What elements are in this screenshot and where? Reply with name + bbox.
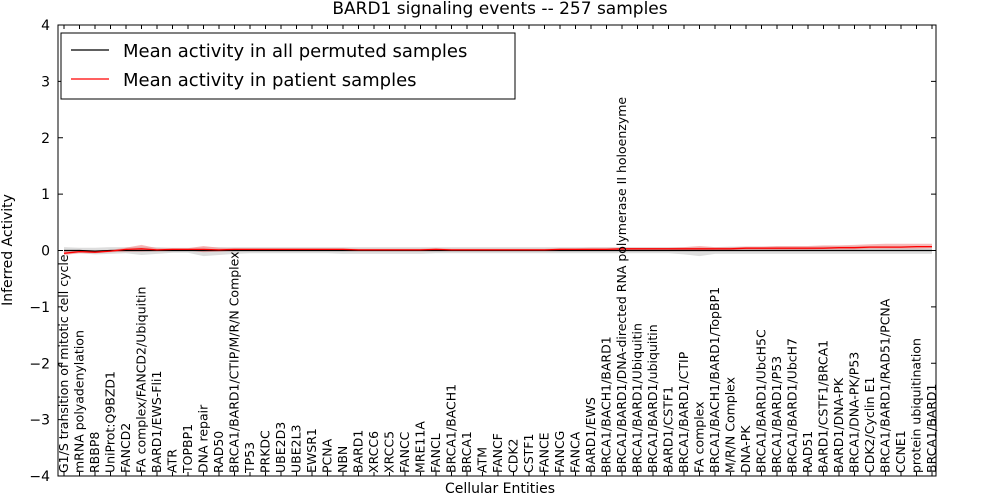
x-tick-label: FANCA xyxy=(568,431,583,473)
x-tick-label: RAD50 xyxy=(211,431,226,473)
legend-patient-label: Mean activity in patient samples xyxy=(123,70,417,91)
x-tick-label: ATR xyxy=(165,449,180,473)
y-tick-label: 3 xyxy=(41,74,50,90)
x-tick-label: BRCA1/BARD1/UbcH5C xyxy=(754,329,769,473)
x-tick-label: UniProt:Q9BZD1 xyxy=(103,371,118,473)
x-tick-label: M/R/N Complex xyxy=(723,377,738,473)
x-tick-label: BARD1/EWS-Fli1 xyxy=(149,371,164,473)
x-tick-label: BARD1/CSTF1/BRCA1 xyxy=(816,340,831,473)
y-tick-label: 2 xyxy=(41,131,50,147)
x-tick-label: BRCA1/BARD1/DNA-directed RNA polymerase … xyxy=(614,97,629,473)
x-tick-labels: G1/S transition of mitotic cell cycle mRN… xyxy=(56,97,939,474)
x-tick-label: FANCC xyxy=(397,431,412,473)
x-tick-label: FANCF xyxy=(490,433,505,473)
x-tick-label: FANCL xyxy=(428,433,443,473)
x-tick-label: BARD1/CSTF1 xyxy=(661,386,676,473)
activity-lines xyxy=(63,245,932,254)
x-tick-label: UBE2L3 xyxy=(289,425,304,474)
y-tick-label: 1 xyxy=(41,187,50,203)
x-tick-label: FANCD2 xyxy=(118,423,133,473)
x-tick-label: XRCC5 xyxy=(382,431,397,473)
x-tick-label: BRCA1/BARD1/CTIP/M/R/N Complex xyxy=(227,251,242,473)
x-tick-label: PCNA xyxy=(320,438,335,473)
x-tick-label: UBE2D3 xyxy=(273,422,288,473)
x-tick-label: TOPBP1 xyxy=(180,424,195,474)
x-tick-label: BRCA1/BARD1/RAD51/PCNA xyxy=(878,298,893,473)
y-tick-label: −2 xyxy=(29,356,50,372)
x-tick-label: FANCG xyxy=(552,431,567,473)
x-tick-label: BRCA1/BACH1 xyxy=(444,384,459,473)
x-tick-label: BRCA1/BARD1/Ubiquitin xyxy=(630,323,645,473)
legend-box xyxy=(60,32,516,100)
x-tick-label: NBN xyxy=(335,446,350,473)
x-tick-label: BRCA1/BARD1/UbcH7 xyxy=(785,338,800,473)
legend: Mean activity in all permuted samples Me… xyxy=(60,32,516,100)
x-axis-title: Cellular Entities xyxy=(445,481,555,497)
patient-mean-line xyxy=(63,245,932,254)
x-tick-label: protein ubiquitination xyxy=(909,338,924,473)
y-tick-label: −3 xyxy=(29,413,50,429)
y-tick-label: 0 xyxy=(41,244,50,260)
x-tick-label: TP53 xyxy=(242,442,257,474)
x-tick-label: CCNE1 xyxy=(893,430,908,473)
x-tick-label: FA complex xyxy=(692,401,707,473)
x-tick-label: CDK2 xyxy=(506,438,521,473)
chart-title: BARD1 signaling events -- 257 samples xyxy=(332,0,667,19)
x-tick-label: CDK2/Cyclin E1 xyxy=(862,377,877,473)
y-axis: −4 −3 −2 −1 0 1 2 3 4 xyxy=(29,18,936,485)
x-axis xyxy=(63,25,933,476)
x-tick-label: MRE11A xyxy=(413,421,428,473)
x-tick-label: FA complex/FANCD2/Ubiquitin xyxy=(134,287,149,473)
x-tick-label: BARD1/EWS xyxy=(583,397,598,473)
x-tick-label: FANCE xyxy=(537,432,552,473)
y-tick-label: 4 xyxy=(41,18,50,34)
x-tick-label: BARD1/DNA-PK xyxy=(831,377,846,473)
x-tick-label: BRCA1/DNA-PK/P53 xyxy=(847,352,862,473)
x-tick-label: BRCA1/BARD1/P53 xyxy=(769,356,784,473)
x-tick-label: BRCA1/BARD1/CTIP xyxy=(676,351,691,473)
x-tick-label: mRNA polyadenylation xyxy=(72,330,87,473)
x-tick-label: BRCA1/BARD1 xyxy=(924,384,939,473)
x-tick-label: ATM xyxy=(475,447,490,473)
x-tick-label: XRCC6 xyxy=(366,431,381,473)
x-tick-label: BRCA1/BACH1/BARD1/TopBP1 xyxy=(707,287,722,473)
y-tick-label: −4 xyxy=(29,469,50,485)
x-tick-label: DNA repair xyxy=(196,404,211,473)
x-tick-label: PRKDC xyxy=(258,430,273,473)
x-tick-label: CSTF1 xyxy=(521,434,536,473)
x-tick-label: BARD1 xyxy=(351,430,366,473)
x-tick-label: RBBP8 xyxy=(87,432,102,473)
x-tick-label: EWSR1 xyxy=(304,428,319,473)
x-tick-label: DNA-PK xyxy=(738,425,753,473)
y-axis-title: Inferred Activity xyxy=(0,194,16,306)
x-tick-label: BRCA1 xyxy=(459,431,474,473)
permuted-mean-line xyxy=(64,249,932,252)
x-tick-label: G1/S transition of mitotic cell cycle xyxy=(56,254,71,473)
legend-permuted-label: Mean activity in all permuted samples xyxy=(123,41,467,62)
x-tick-label: BRCA1/BARD1/ubiquitin xyxy=(645,324,660,473)
x-tick-label: BRCA1/BACH1/BARD1 xyxy=(599,336,614,473)
y-tick-label: −1 xyxy=(29,300,50,316)
x-tick-label: RAD51 xyxy=(800,431,815,473)
